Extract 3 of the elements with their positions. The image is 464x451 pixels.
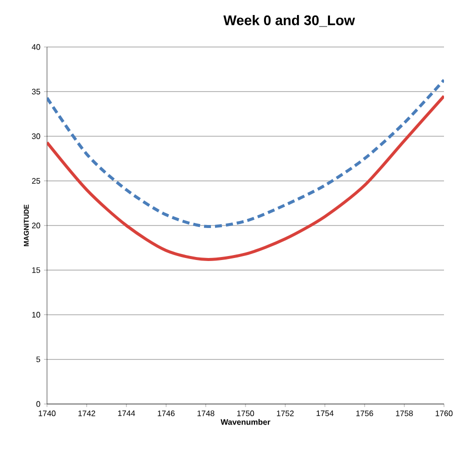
line-series [47, 94, 444, 261]
chart-title: Week 0 and 30_Low [223, 14, 355, 27]
line-series [47, 78, 444, 228]
